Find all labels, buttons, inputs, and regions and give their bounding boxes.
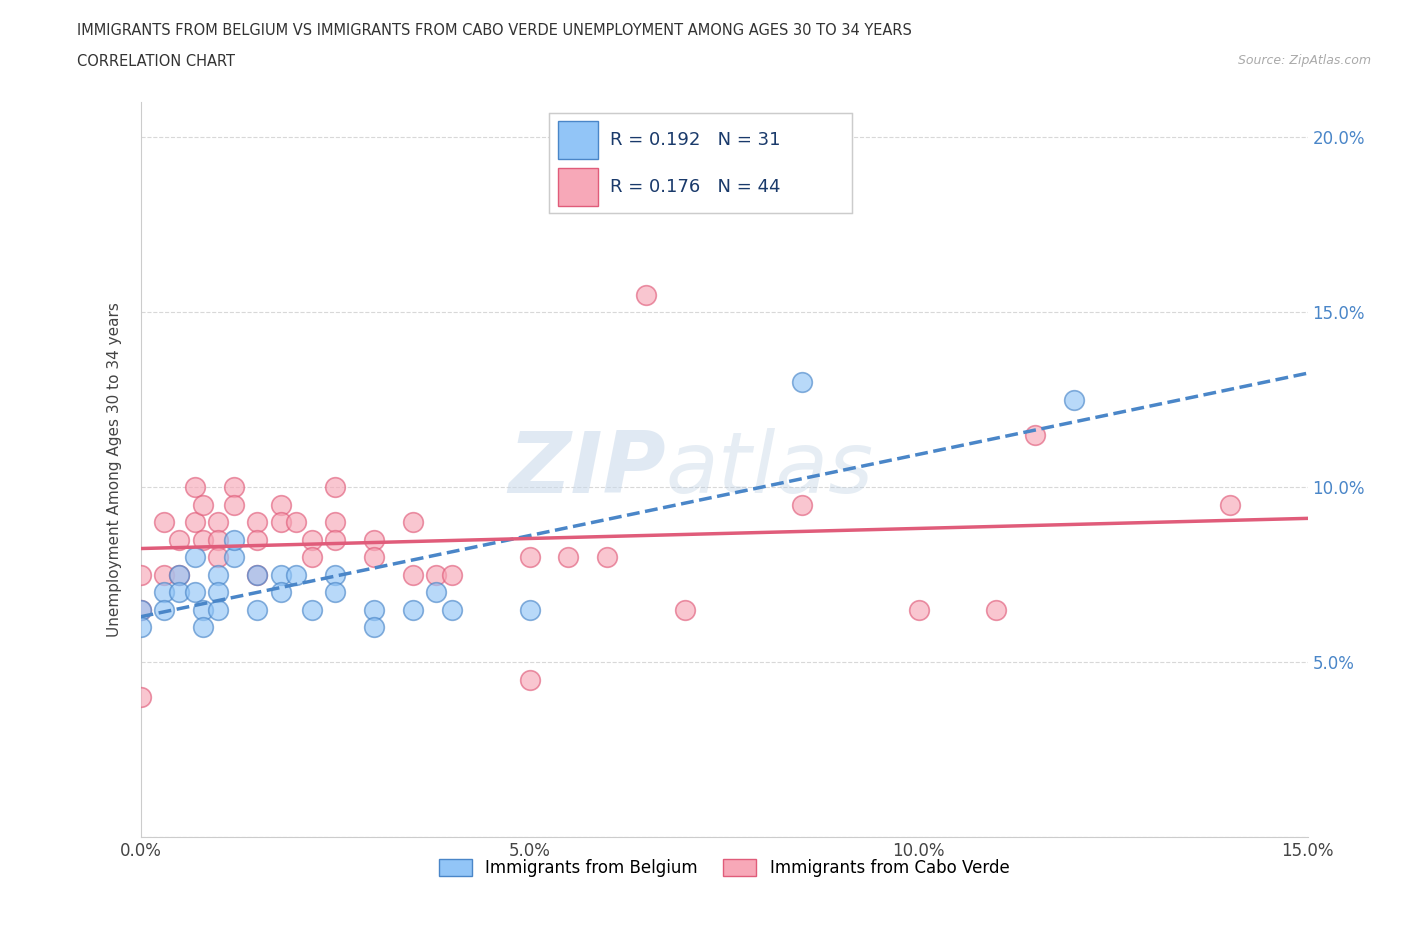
Point: [363, 532, 385, 547]
Point: [301, 532, 323, 547]
Point: [246, 567, 269, 582]
Point: [363, 602, 385, 617]
Point: [129, 619, 152, 634]
Point: [191, 619, 214, 634]
Point: [153, 602, 176, 617]
Point: [207, 514, 229, 529]
Legend: Immigrants from Belgium, Immigrants from Cabo Verde: Immigrants from Belgium, Immigrants from…: [432, 852, 1017, 883]
Y-axis label: Unemployment Among Ages 30 to 34 years: Unemployment Among Ages 30 to 34 years: [107, 302, 122, 637]
Point: [440, 567, 463, 582]
Point: [184, 585, 207, 600]
Point: [246, 514, 269, 529]
Point: [184, 514, 207, 529]
Point: [270, 567, 292, 582]
Point: [270, 585, 292, 600]
Point: [636, 287, 658, 302]
Point: [246, 567, 269, 582]
Text: IMMIGRANTS FROM BELGIUM VS IMMIGRANTS FROM CABO VERDE UNEMPLOYMENT AMONG AGES 30: IMMIGRANTS FROM BELGIUM VS IMMIGRANTS FR…: [77, 23, 912, 38]
Point: [191, 498, 214, 512]
Point: [402, 567, 425, 582]
Point: [519, 672, 541, 687]
Point: [270, 514, 292, 529]
Point: [169, 585, 191, 600]
Point: [246, 532, 269, 547]
Point: [184, 480, 207, 495]
Point: [169, 567, 191, 582]
Point: [519, 550, 541, 565]
Point: [222, 550, 245, 565]
Point: [153, 567, 176, 582]
Point: [1024, 427, 1046, 442]
Point: [790, 375, 813, 390]
Point: [323, 532, 346, 547]
Point: [790, 498, 813, 512]
Point: [129, 602, 152, 617]
Point: [323, 567, 346, 582]
Point: [285, 514, 308, 529]
Point: [129, 602, 152, 617]
Point: [596, 550, 619, 565]
Point: [285, 567, 308, 582]
Point: [440, 602, 463, 617]
Text: CORRELATION CHART: CORRELATION CHART: [77, 54, 235, 69]
Point: [270, 498, 292, 512]
Point: [129, 690, 152, 705]
Point: [207, 567, 229, 582]
Point: [323, 585, 346, 600]
Point: [1219, 498, 1241, 512]
Point: [323, 480, 346, 495]
Point: [246, 602, 269, 617]
Point: [191, 602, 214, 617]
Point: [222, 498, 245, 512]
Point: [301, 550, 323, 565]
Text: ZIP: ZIP: [508, 428, 666, 512]
Point: [191, 532, 214, 547]
Point: [363, 550, 385, 565]
Point: [207, 550, 229, 565]
Point: [207, 532, 229, 547]
Point: [323, 514, 346, 529]
Text: Source: ZipAtlas.com: Source: ZipAtlas.com: [1237, 54, 1371, 67]
Point: [301, 602, 323, 617]
Point: [402, 514, 425, 529]
Point: [1063, 392, 1085, 407]
Point: [673, 602, 696, 617]
Point: [907, 602, 929, 617]
Point: [184, 550, 207, 565]
Point: [169, 532, 191, 547]
Point: [153, 585, 176, 600]
Point: [425, 567, 447, 582]
Point: [363, 619, 385, 634]
Point: [519, 602, 541, 617]
Point: [207, 585, 229, 600]
Point: [207, 602, 229, 617]
Point: [402, 602, 425, 617]
Point: [425, 585, 447, 600]
Point: [153, 514, 176, 529]
Point: [129, 567, 152, 582]
Point: [169, 567, 191, 582]
Point: [986, 602, 1008, 617]
Point: [222, 532, 245, 547]
Point: [557, 550, 579, 565]
Point: [222, 480, 245, 495]
Text: atlas: atlas: [666, 428, 873, 512]
